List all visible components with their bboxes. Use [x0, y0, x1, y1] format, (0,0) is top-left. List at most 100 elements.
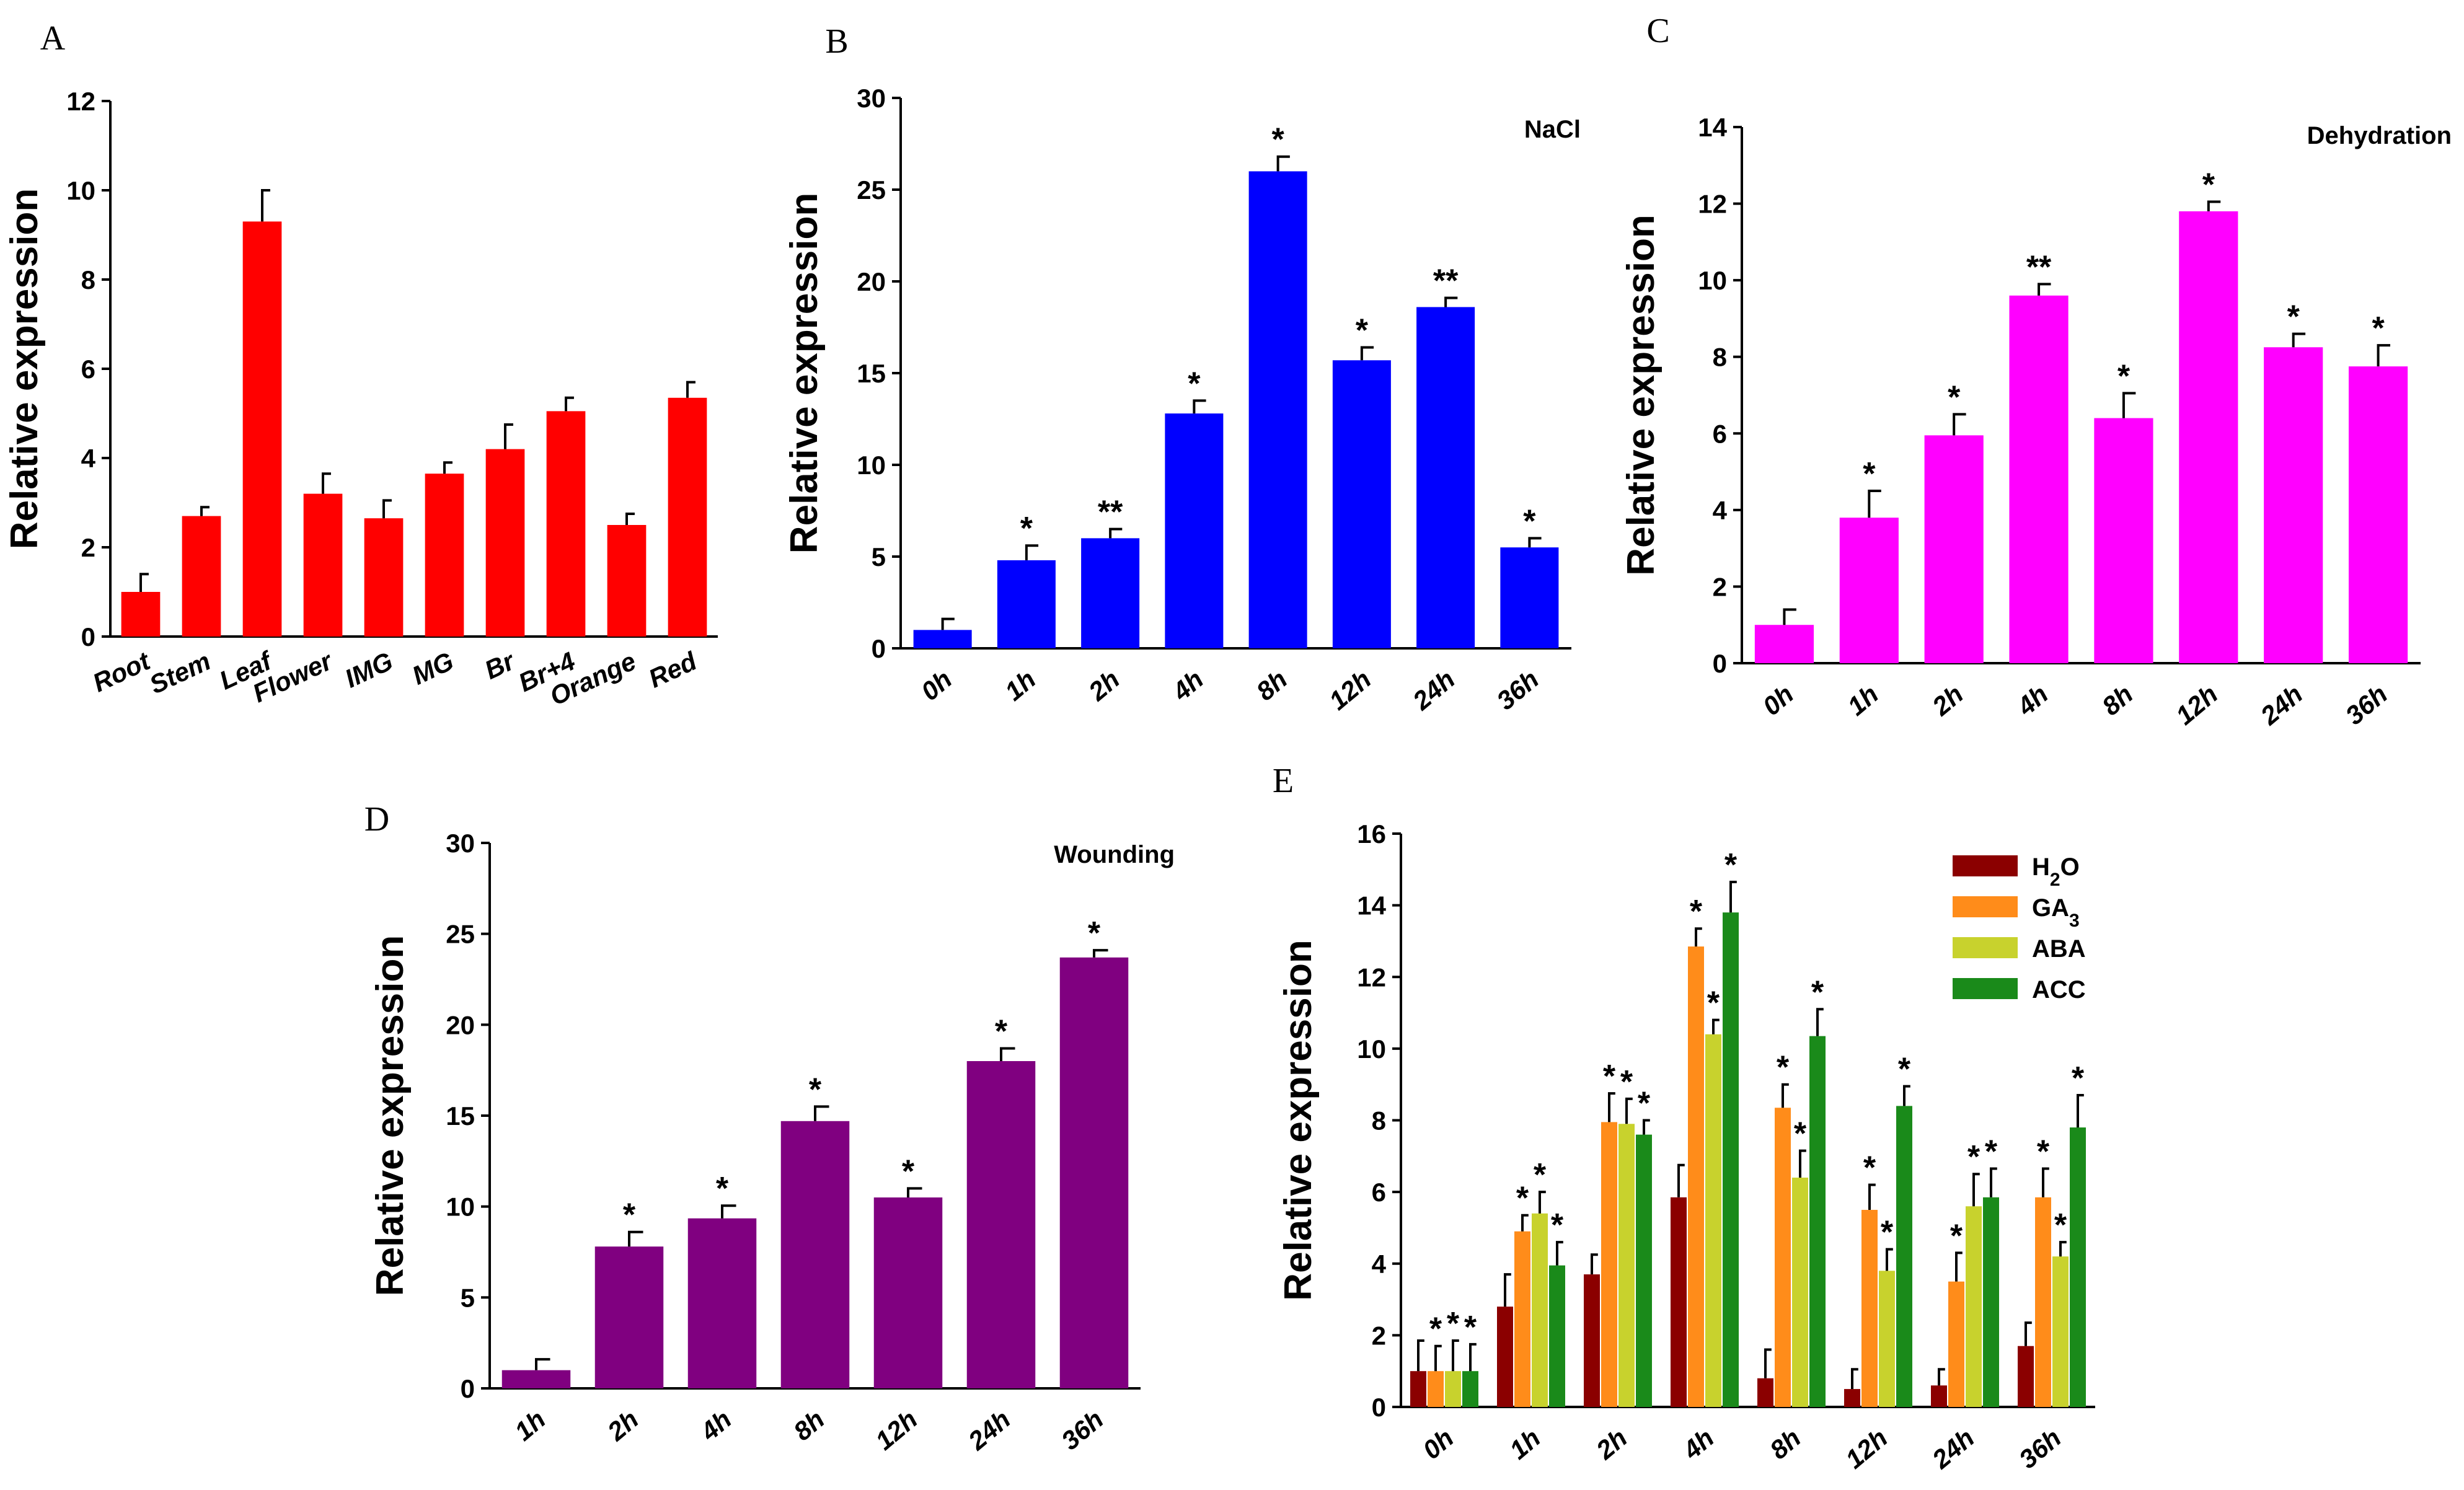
panel-e-error-bar: [1539, 1191, 1546, 1214]
panel-a-ytick-label: 8: [81, 265, 95, 294]
panel-e-significance-label: *: [1551, 1207, 1564, 1243]
panel-c-ytick-label: 0: [1713, 649, 1727, 678]
panel-e-bar: [1462, 1371, 1478, 1407]
panel-e-legend-text: ABA: [2032, 935, 2086, 963]
panel-d-significance-label: *: [1088, 915, 1101, 951]
panel-b-significance-label: *: [1523, 503, 1536, 539]
panel-b-category-label: 1h: [999, 664, 1041, 707]
panel-e-error-bar: [1677, 1163, 1685, 1197]
panel-d-significance-label: *: [716, 1171, 729, 1207]
panel-b-significance-label: *: [1272, 122, 1285, 158]
panel-e-bar: [1532, 1213, 1548, 1407]
panel-e-bar: [1757, 1378, 1773, 1407]
panel-e-significance-label: *: [1881, 1215, 1894, 1251]
panel-d-category-label: 8h: [788, 1404, 830, 1447]
panel-c-bar: [1839, 518, 1899, 663]
panel-d-category-label: 4h: [694, 1404, 737, 1447]
panel-b-category-label: 0h: [916, 664, 958, 707]
panel-a-error-bar: [200, 506, 210, 516]
panel-d-ytick-label: 15: [446, 1101, 475, 1131]
panel-b-ytick-label: 20: [857, 267, 886, 296]
panel-b-ytick-label: 30: [857, 84, 886, 113]
panel-c-significance-label: **: [2026, 249, 2052, 285]
panel-e-significance-label: *: [1447, 1306, 1460, 1342]
panel-e-significance-label: *: [1794, 1116, 1807, 1152]
panel-a-error-bar: [504, 423, 513, 449]
panel-e-legend-swatch: [1953, 937, 2018, 958]
panel-c-category-label: 0h: [1757, 679, 1799, 721]
panel-e-significance-label: *: [1811, 974, 1824, 1010]
panel-e-error-bar: [1938, 1368, 1945, 1386]
panel-b-bar: [1165, 413, 1224, 648]
panel-c-significance-label: *: [1863, 456, 1876, 492]
panel-d-category-label: 2h: [601, 1404, 644, 1447]
panel-d-ytick-label: 30: [446, 829, 475, 858]
panel-e-legend-swatch: [1953, 978, 2018, 999]
panel-d-ytick-label: 10: [446, 1192, 475, 1222]
panel-d-bar: [873, 1197, 943, 1388]
panel-e-significance-label: *: [1620, 1064, 1633, 1100]
panel-c-error-bar: [1868, 489, 1881, 518]
panel-b-chart: B NaCl Relative expression 0 5 10 15 20 25 30 0h * 1…: [783, 22, 1581, 716]
panel-e-error-bar: [1643, 1119, 1650, 1135]
panel-e-category-label: 0h: [1417, 1423, 1459, 1465]
panel-e-significance-label: *: [1967, 1139, 1980, 1175]
panel-a-category-label: Red: [644, 646, 702, 694]
panel-c-category-label: 2h: [1926, 679, 1969, 721]
panel-c-bar: [1754, 625, 1814, 663]
panel-e-ytick-label: 14: [1357, 891, 1386, 920]
panel-e-error-bar: [1868, 1183, 1876, 1210]
panel-e-significance-label: *: [1429, 1311, 1442, 1347]
panel-a-bar: [546, 411, 586, 637]
panel-e-error-bar: [1972, 1173, 1980, 1207]
panel-b-error-bar: [1109, 527, 1123, 539]
panel-a-category-label: MG: [408, 646, 458, 690]
panel-e-ytick-label: 16: [1357, 819, 1386, 849]
panel-e-significance-label: *: [1777, 1050, 1790, 1086]
panel-b-category-label: 8h: [1251, 664, 1293, 707]
panel-e-significance-label: *: [1534, 1157, 1547, 1193]
panel-e-bar: [1497, 1307, 1513, 1407]
panel-e-error-bar: [2025, 1321, 2032, 1346]
panel-b-label: B: [825, 22, 848, 61]
panel-e-error-bar: [1417, 1339, 1424, 1372]
panel-c-bar: [2264, 347, 2323, 663]
panel-d-ytick-label: 25: [446, 920, 475, 949]
panel-e-bar: [1688, 946, 1704, 1407]
panel-e-error-bar: [1782, 1083, 1789, 1108]
panel-d-label: D: [364, 800, 389, 839]
panel-e-bar: [1931, 1385, 1947, 1407]
panel-e-category-label: 12h: [1840, 1423, 1893, 1475]
panel-c-ytick-label: 14: [1698, 113, 1727, 142]
panel-e-bar: [1584, 1274, 1600, 1407]
panel-e-legend-label: H2O: [2032, 853, 2080, 890]
panel-e-category-label: 36h: [2013, 1423, 2067, 1475]
panel-a-error-bar: [382, 499, 392, 519]
panel-b-ytick-label: 0: [872, 634, 886, 663]
panel-b-category-label: 2h: [1082, 664, 1125, 707]
panel-e-bar: [1514, 1231, 1530, 1407]
panel-b-ytick-label: 5: [872, 542, 886, 571]
panel-c-significance-label: *: [2372, 311, 2385, 346]
panel-e-bar: [1445, 1371, 1461, 1407]
panel-e-error-bar: [1504, 1273, 1511, 1307]
panel-d-ytick-label: 0: [461, 1374, 475, 1403]
panel-a-error-bar: [139, 573, 149, 592]
panel-c-bar: [1924, 435, 1984, 663]
panel-a-ylabel: Relative expression: [3, 188, 46, 549]
panel-e-legend-tail: O: [2060, 853, 2080, 881]
panel-e-category-label: 1h: [1504, 1423, 1546, 1465]
panel-d-error-bar: [535, 1358, 550, 1370]
panel-e-significance-label: *: [1724, 847, 1738, 883]
panel-d-ytick-label: 5: [461, 1283, 475, 1312]
panel-a-error-bar: [565, 396, 574, 412]
panel-e-error-bar: [1851, 1368, 1858, 1390]
panel-e-bar: [1948, 1281, 1964, 1407]
panel-b-category-label: 12h: [1323, 664, 1377, 716]
panel-e-error-bar: [1816, 1008, 1824, 1036]
panel-d-bar: [594, 1246, 664, 1388]
panel-a-bar: [425, 474, 464, 637]
panel-c-significance-label: *: [2202, 167, 2215, 203]
panel-e-legend-subscript: 2: [2050, 870, 2060, 890]
